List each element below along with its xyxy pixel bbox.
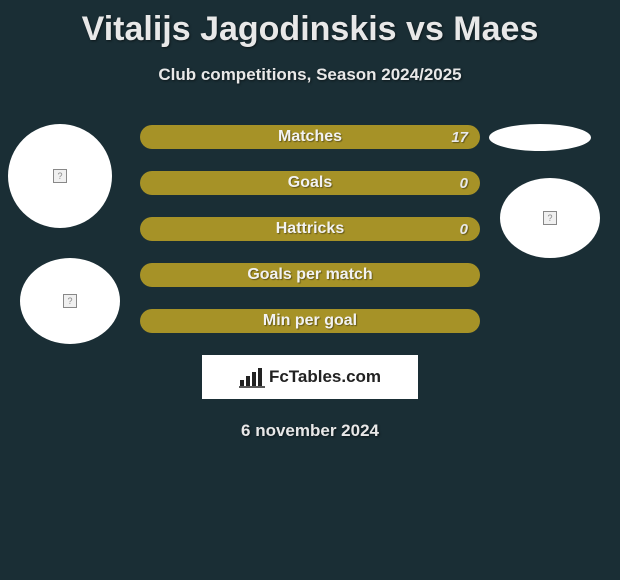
image-placeholder-icon: ? bbox=[543, 211, 557, 225]
stat-value: 17 bbox=[451, 129, 468, 146]
stat-row-goals-per-match: Goals per match bbox=[140, 263, 480, 287]
stat-value: 0 bbox=[460, 221, 468, 238]
subtitle: Club competitions, Season 2024/2025 bbox=[0, 65, 620, 85]
player1-avatar-primary: ? bbox=[8, 124, 112, 228]
stat-row-matches: Matches 17 bbox=[140, 125, 480, 149]
footer-date: 6 november 2024 bbox=[0, 421, 620, 441]
stat-row-hattricks: Hattricks 0 bbox=[140, 217, 480, 241]
stat-row-min-per-goal: Min per goal bbox=[140, 309, 480, 333]
image-placeholder-icon: ? bbox=[53, 169, 67, 183]
stats-container: Matches 17 Goals 0 Hattricks 0 Goals per… bbox=[140, 125, 480, 333]
image-placeholder-icon: ? bbox=[63, 294, 77, 308]
player2-avatar-secondary: ? bbox=[500, 178, 600, 258]
page-title: Vitalijs Jagodinskis vs Maes bbox=[0, 0, 620, 49]
stat-label: Min per goal bbox=[263, 312, 357, 330]
player2-avatar-primary bbox=[489, 124, 591, 151]
stat-value: 0 bbox=[460, 175, 468, 192]
brand-logo[interactable]: FcTables.com bbox=[202, 355, 418, 399]
player1-avatar-secondary: ? bbox=[20, 258, 120, 344]
brand-name: FcTables.com bbox=[269, 367, 381, 387]
stat-row-goals: Goals 0 bbox=[140, 171, 480, 195]
stat-label: Goals per match bbox=[247, 266, 372, 284]
bar-chart-icon bbox=[239, 366, 265, 388]
stat-label: Hattricks bbox=[276, 220, 344, 238]
stat-label: Matches bbox=[278, 128, 342, 146]
stat-label: Goals bbox=[288, 174, 332, 192]
